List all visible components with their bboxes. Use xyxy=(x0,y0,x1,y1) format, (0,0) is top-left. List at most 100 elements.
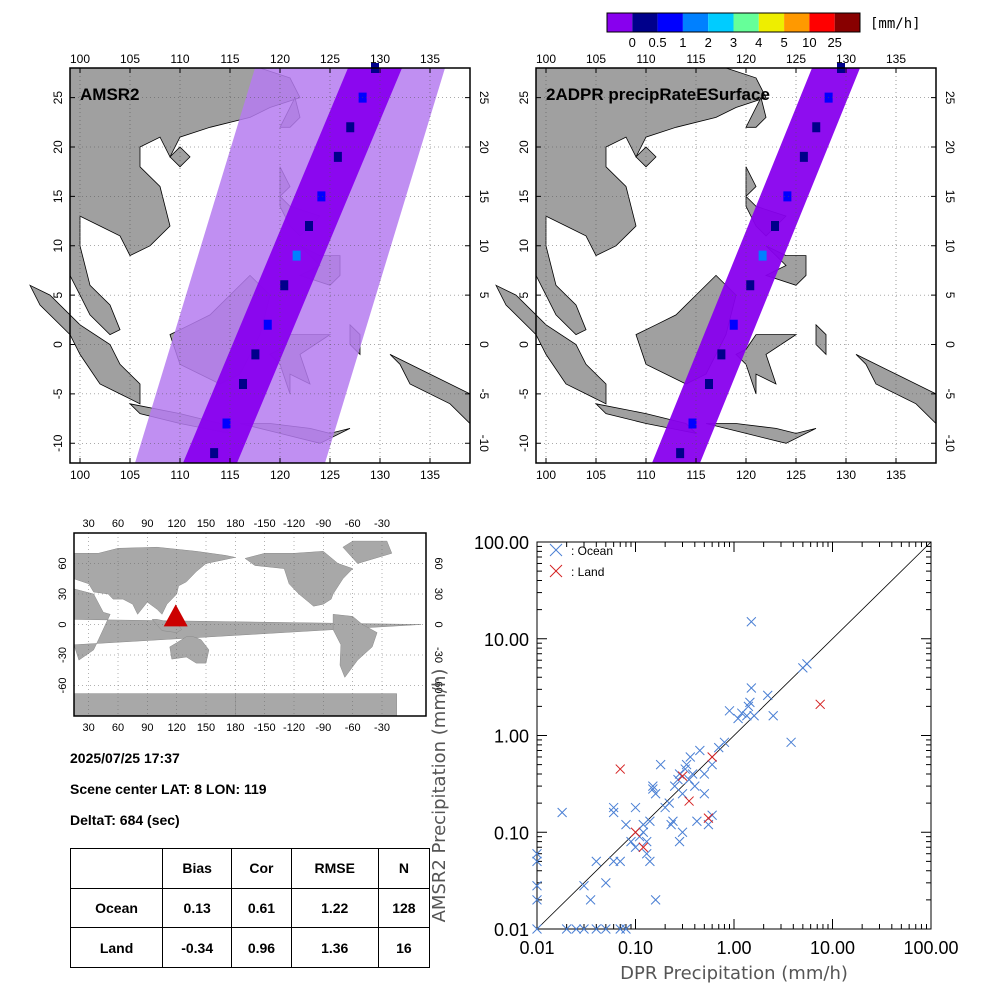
ocean-point xyxy=(668,816,678,827)
y-tick-label: 1.00 xyxy=(494,727,529,747)
lat-tick-label: 5 xyxy=(517,291,531,298)
ocean-point xyxy=(674,769,685,779)
lon-tick-label: 110 xyxy=(636,468,655,482)
lon-tick-label: 135 xyxy=(886,468,906,482)
lon-tick-label: 100 xyxy=(70,52,90,66)
land-point xyxy=(630,827,641,838)
stats-bias-land: -0.34 xyxy=(162,927,233,968)
ocean-point xyxy=(561,924,572,934)
world-lon-tick-label: 60 xyxy=(112,518,124,530)
lat-tick-label: 10 xyxy=(477,239,491,253)
ocean-point xyxy=(762,690,773,701)
ocean-point xyxy=(699,769,710,779)
lat-tick-label: 20 xyxy=(477,140,491,154)
rain-cell xyxy=(292,250,301,261)
rain-cell xyxy=(222,418,231,429)
stats-row-land: Land -0.34 0.96 1.36 16 xyxy=(69,927,431,968)
stats-table: Bias Cor RMSE N Ocean 0.13 0.61 1.22 128… xyxy=(69,848,431,968)
lon-tick-label: 135 xyxy=(420,468,440,482)
world-lon-tick-label: 120 xyxy=(167,518,185,530)
lon-tick-label: 115 xyxy=(686,52,705,66)
ocean-point xyxy=(699,788,710,799)
stats-cor-land: 0.96 xyxy=(231,927,292,968)
colorbar-swatch xyxy=(708,13,734,32)
map-title: 2ADPR precipRateESurface xyxy=(546,85,770,104)
dpr-map: 1001001051051101101151151201201251251301… xyxy=(495,52,957,482)
ocean-point xyxy=(741,710,752,721)
world-lon-tick-label: -120 xyxy=(283,518,305,530)
map-frame xyxy=(535,67,937,464)
land-mass xyxy=(815,323,827,356)
legend-ocean-label: : Ocean xyxy=(571,544,613,558)
lon-tick-label: 100 xyxy=(536,52,556,66)
ocean-point xyxy=(655,759,666,770)
ocean-point xyxy=(638,827,649,838)
continent xyxy=(169,636,210,664)
world-lon-tick-label: 150 xyxy=(197,722,215,734)
world-lon-tick-label: -90 xyxy=(315,518,331,530)
ocean-point xyxy=(641,848,652,859)
rain-cell xyxy=(783,191,792,202)
lon-tick-label: 130 xyxy=(836,468,856,482)
world-lat-tick-label: 0 xyxy=(57,621,69,627)
colorbar-swatch xyxy=(657,13,683,32)
lon-tick-label: 135 xyxy=(420,52,440,66)
legend-marker xyxy=(549,543,563,557)
rain-cell xyxy=(333,151,342,162)
ocean-point xyxy=(664,798,675,808)
rain-cell xyxy=(688,418,697,429)
world-frame xyxy=(73,532,427,717)
lon-tick-label: 130 xyxy=(836,52,856,66)
ocean-point xyxy=(630,842,641,853)
continent xyxy=(235,693,397,717)
ocean-point xyxy=(681,759,692,770)
ocean-point xyxy=(600,877,611,888)
y-tick-label: 10.00 xyxy=(484,630,529,650)
ocean-point xyxy=(591,856,602,867)
y-axis-label: AMSR2 Precipitation (mm/h) xyxy=(429,669,450,923)
lon-tick-label: 120 xyxy=(270,468,290,482)
world-lon-tick-label: -150 xyxy=(254,518,276,530)
rain-cell xyxy=(305,221,313,231)
stats-header-row: Bias Cor RMSE N xyxy=(69,848,431,889)
lon-tick-label: 105 xyxy=(586,52,606,66)
ocean-point xyxy=(692,816,702,827)
world-lat-tick-label: -60 xyxy=(57,678,69,694)
rain-cell xyxy=(729,319,738,330)
x-tick-label: 0.01 xyxy=(519,938,554,958)
lon-tick-label: 130 xyxy=(370,468,390,482)
legend-land-label: : Land xyxy=(571,565,604,579)
lat-tick-label: 5 xyxy=(943,292,957,299)
stats-n-ocean: 128 xyxy=(377,887,431,929)
world-lon-tick-label: 60 xyxy=(112,722,124,734)
stats-rmse-ocean: 1.22 xyxy=(290,887,379,929)
stats-label-land: Land xyxy=(69,927,164,968)
lat-tick-label: -10 xyxy=(943,435,957,453)
colorbar: 0 0.5 1 2 3 4 5 10 25 xyxy=(606,12,861,50)
rain-cell xyxy=(263,319,272,330)
lon-tick-label: 105 xyxy=(586,468,606,482)
stats-header-bias: Bias xyxy=(162,848,233,889)
land-point xyxy=(707,752,718,762)
land-point xyxy=(638,842,649,853)
lon-tick-label: 100 xyxy=(70,468,90,482)
ocean-point xyxy=(638,819,649,830)
ocean-point xyxy=(532,924,542,934)
scatter-plot: 0.01 0.10 1.00 10.00 100.00 0.01 0.10 1.00 10.00… xyxy=(429,533,959,984)
rain-cell xyxy=(746,280,755,291)
stats-row-ocean: Ocean 0.13 0.61 1.22 128 xyxy=(69,887,431,929)
lon-tick-label: 135 xyxy=(886,52,906,66)
rain-cell xyxy=(251,349,260,360)
ocean-point xyxy=(684,774,694,785)
colorbar-swatch xyxy=(607,13,633,32)
ocean-point xyxy=(532,895,542,905)
lat-tick-label: 5 xyxy=(51,291,65,298)
lat-tick-label: 0 xyxy=(517,341,531,348)
colorbar-label: 0.5 xyxy=(649,35,667,50)
ocean-point xyxy=(600,924,611,934)
lon-tick-label: 120 xyxy=(736,52,756,66)
stats-cor-ocean: 0.61 xyxy=(231,887,292,929)
world-map: 30 30 60 60 90 90 120 120 150 150 180 180 -150 -150 -1… xyxy=(57,518,444,734)
ocean-point xyxy=(746,683,757,693)
colorbar-swatch xyxy=(632,13,658,32)
